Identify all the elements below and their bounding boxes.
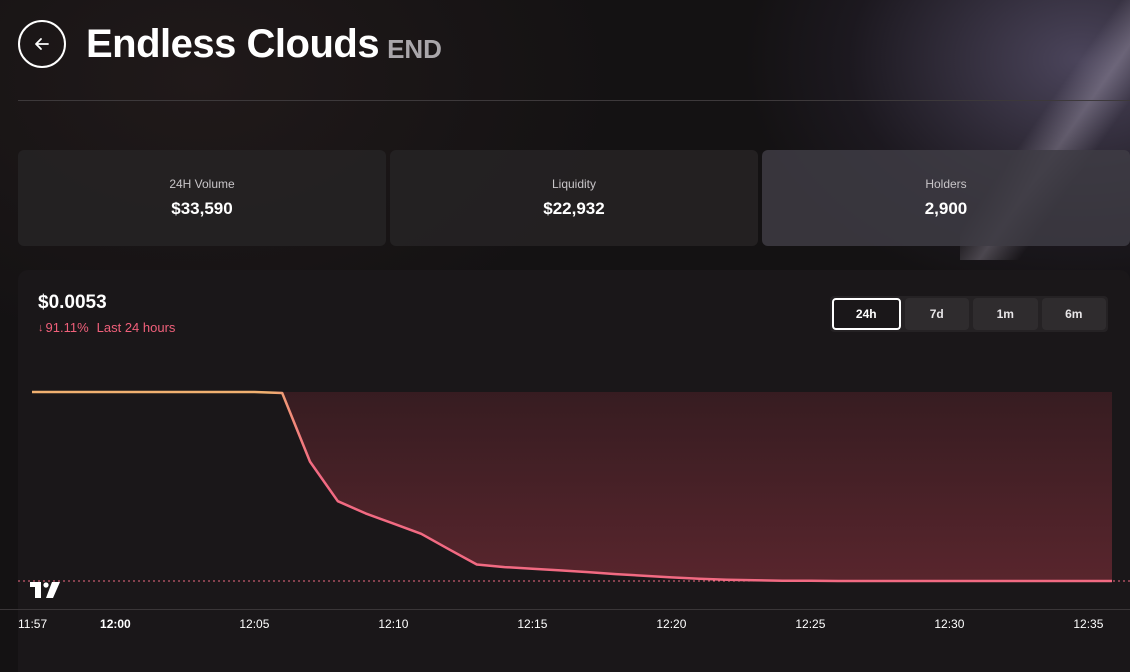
range-6m-button[interactable]: 6m [1041, 298, 1106, 330]
price-line [32, 390, 1112, 583]
x-tick-label: 12:25 [795, 617, 826, 631]
range-1m-button[interactable]: 1m [973, 298, 1038, 330]
change-percent: 91.11% [45, 320, 89, 335]
stat-label: Holders [925, 177, 967, 191]
stat-liquidity: Liquidity $22,932 [390, 150, 758, 246]
price-change: ↓ 91.11% Last 24 hours [38, 320, 175, 335]
tradingview-logo-icon [30, 582, 60, 598]
back-button[interactable] [18, 20, 66, 68]
stat-value: $22,932 [543, 199, 605, 218]
token-name: Endless Clouds [86, 21, 380, 66]
page-header: Endless Clouds END [18, 18, 442, 70]
x-tick-label: 12:05 [239, 617, 270, 631]
stat-label: 24H Volume [169, 177, 235, 191]
x-tick-label: 12:00 [100, 617, 131, 631]
range-7d-button[interactable]: 7d [904, 298, 969, 330]
price-area [32, 392, 1112, 581]
header-divider [18, 100, 1130, 101]
x-tick-label: 12:30 [934, 617, 965, 631]
token-ticker: END [387, 33, 442, 64]
range-24h-button[interactable]: 24h [832, 298, 901, 330]
x-tick-label: 11:57 [18, 617, 48, 631]
arrow-left-icon [35, 38, 49, 50]
x-tick-label: 12:35 [1073, 617, 1104, 631]
stat-label: Liquidity [551, 177, 597, 191]
x-tick-label: 12:10 [378, 617, 409, 631]
stat-value: $33,590 [171, 199, 233, 218]
change-period: Last 24 hours [96, 320, 176, 335]
stat-volume: 24H Volume $33,590 [18, 150, 386, 246]
x-axis [0, 609, 1130, 610]
x-tick-label: 12:15 [517, 617, 548, 631]
arrow-down-icon: ↓ [38, 321, 44, 334]
stats-row: 24H Volume $33,590 Liquidity $22,932 Hol… [18, 150, 1130, 246]
x-tick-label: 12:20 [656, 617, 687, 631]
time-range-selector: 24h 7d 1m 6m [830, 296, 1108, 332]
current-price: $0.0053 [38, 292, 107, 313]
stat-holders: Holders 2,900 [762, 150, 1130, 246]
stat-value: 2,900 [924, 199, 968, 218]
